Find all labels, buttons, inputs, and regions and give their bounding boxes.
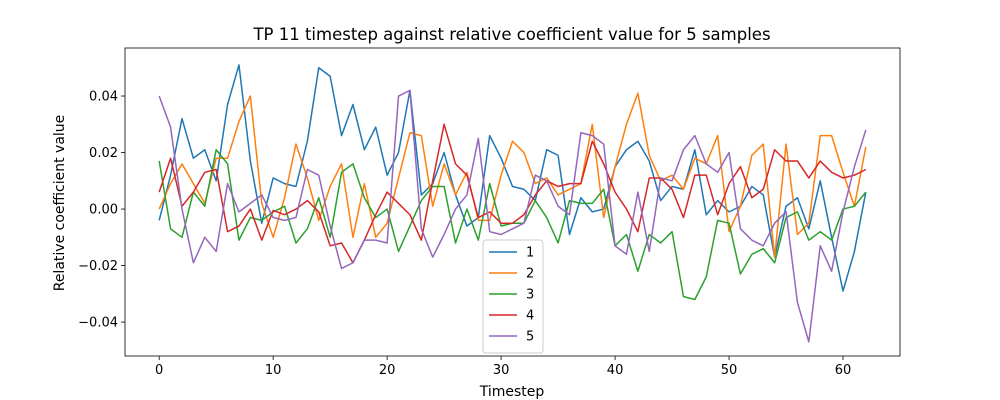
plot-area xyxy=(158,64,867,343)
x-tick-label: 60 xyxy=(835,363,852,378)
y-tick-label: 0.02 xyxy=(89,146,118,161)
legend-box xyxy=(482,239,544,354)
y-axis-label: Relative coefficient value xyxy=(52,115,68,292)
x-tick-label: 10 xyxy=(265,363,282,378)
chart-title: TP 11 timestep against relative coeffici… xyxy=(252,25,770,44)
x-tick-label: 30 xyxy=(493,363,510,378)
y-tick-label: −0.04 xyxy=(78,316,118,331)
series-line-5 xyxy=(158,89,867,343)
x-tick-label: 40 xyxy=(607,363,624,378)
legend-label-4: 4 xyxy=(526,309,534,324)
legend-label-2: 2 xyxy=(526,267,534,282)
series-line-1 xyxy=(158,64,867,292)
x-tick-label: 20 xyxy=(379,363,396,378)
axes: 0 10 20 30 40 50 60 −0.04 −0.02 0.00 0.02 0.04 xyxy=(78,47,901,378)
y-tick-label: −0.02 xyxy=(78,259,118,274)
x-tick-label: 0 xyxy=(155,363,163,378)
legend-label-1: 1 xyxy=(526,246,534,261)
x-axis-label: Timestep xyxy=(479,384,545,400)
legend-label-3: 3 xyxy=(526,288,534,303)
legend-label-5: 5 xyxy=(526,330,534,345)
plot-frame xyxy=(124,47,901,357)
legend: 1 2 3 4 5 xyxy=(482,239,544,354)
series-line-4 xyxy=(158,123,867,264)
y-tick-label: 0.00 xyxy=(89,203,118,218)
series-line-2 xyxy=(158,92,867,258)
x-tick-label: 50 xyxy=(721,363,738,378)
y-tick-label: 0.04 xyxy=(89,90,118,105)
